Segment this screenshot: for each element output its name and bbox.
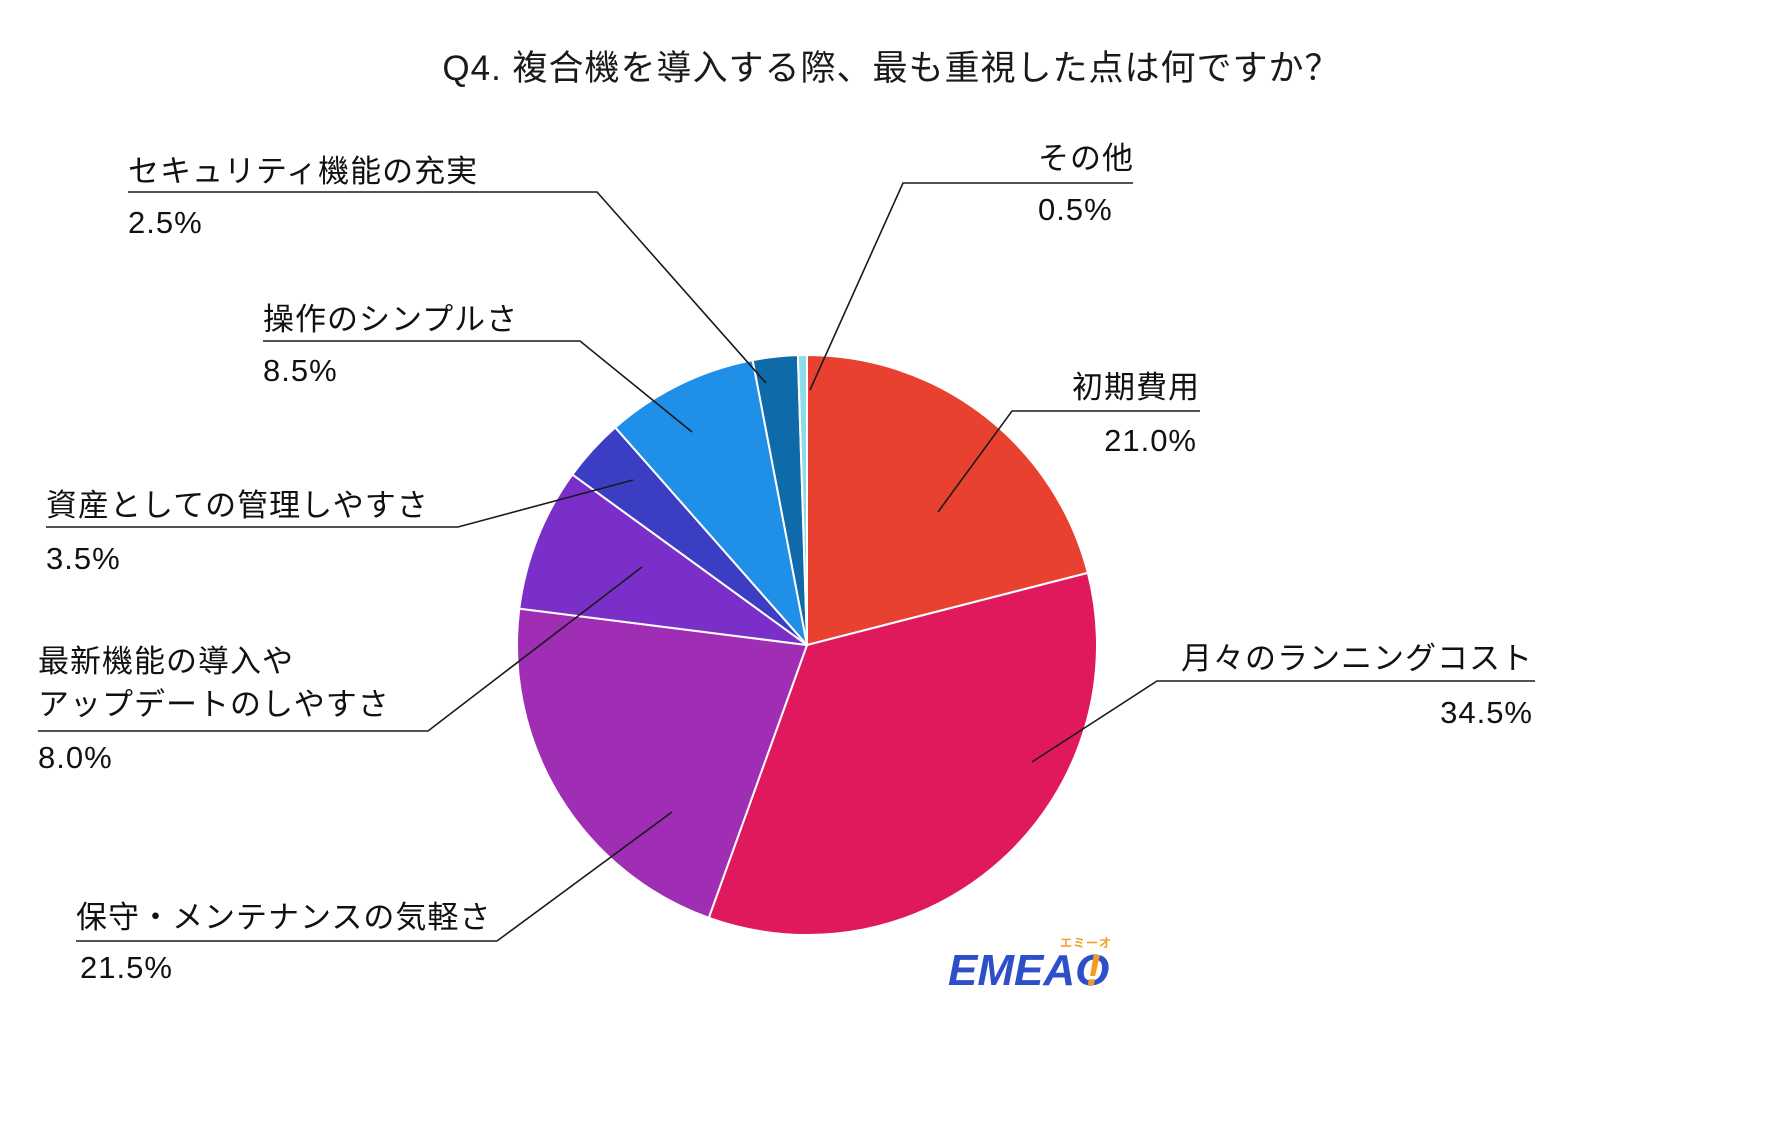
slice-pct-simple-operation: 8.5% — [263, 353, 338, 388]
slice-label-running-cost: 月々のランニングコスト — [1181, 641, 1533, 676]
leader-simple — [263, 340, 693, 433]
pie-slice-5 — [614, 359, 808, 646]
logo-ruby-text: エミーオ — [1060, 936, 1113, 950]
slice-label-security: セキュリティ機能の充実 — [128, 154, 479, 189]
slice-pct-asset-management: 3.5% — [46, 541, 121, 576]
pie-slice-7 — [796, 353, 808, 646]
emeao-logo: エミーオ EMEAO ! — [948, 934, 1128, 1004]
pie-slice-2 — [516, 607, 808, 919]
leader-other — [809, 182, 1133, 391]
slice-label-asset-management: 資産としての管理しやすさ — [46, 488, 429, 523]
leader-latest — [38, 566, 643, 732]
slice-pct-maintenance: 21.5% — [80, 950, 173, 985]
slice-pct-other: 0.5% — [1038, 192, 1113, 227]
slice-label-simple-operation: 操作のシンプルさ — [263, 302, 519, 337]
pie-slice-3 — [518, 473, 808, 646]
leader-initial — [937, 410, 1200, 513]
logo-exclamation: ! — [1086, 946, 1101, 995]
leader-asset — [46, 479, 634, 528]
slice-label-latest-features: 最新機能の導入や アップデートのしやすさ — [38, 640, 390, 727]
slice-label-latest-features-line2: アップデートのしやすさ — [38, 687, 390, 723]
chart-title: Q4. 複合機を導入する際、最も重視した点は何ですか？ — [442, 49, 1341, 88]
slice-pct-latest-features: 8.0% — [38, 740, 113, 775]
leader-security — [128, 191, 767, 384]
pie-slices — [516, 353, 1098, 936]
slice-label-latest-features-line1: 最新機能の導入や — [38, 644, 294, 679]
slice-label-other: その他 — [1038, 141, 1134, 176]
logo-main-text: EMEAO — [948, 946, 1110, 995]
leader-lines — [38, 182, 1535, 942]
leader-running — [1031, 680, 1535, 763]
slice-pct-running-cost: 34.5% — [1440, 695, 1533, 730]
pie-slice-1 — [707, 571, 1098, 936]
slice-pct-security: 2.5% — [128, 205, 203, 240]
slice-pct-initial-cost: 21.0% — [1104, 423, 1197, 458]
slice-label-maintenance: 保守・メンテナンスの気軽さ — [76, 900, 492, 935]
slice-label-initial-cost: 初期費用 — [1072, 370, 1200, 405]
leader-maintenance — [76, 811, 673, 942]
